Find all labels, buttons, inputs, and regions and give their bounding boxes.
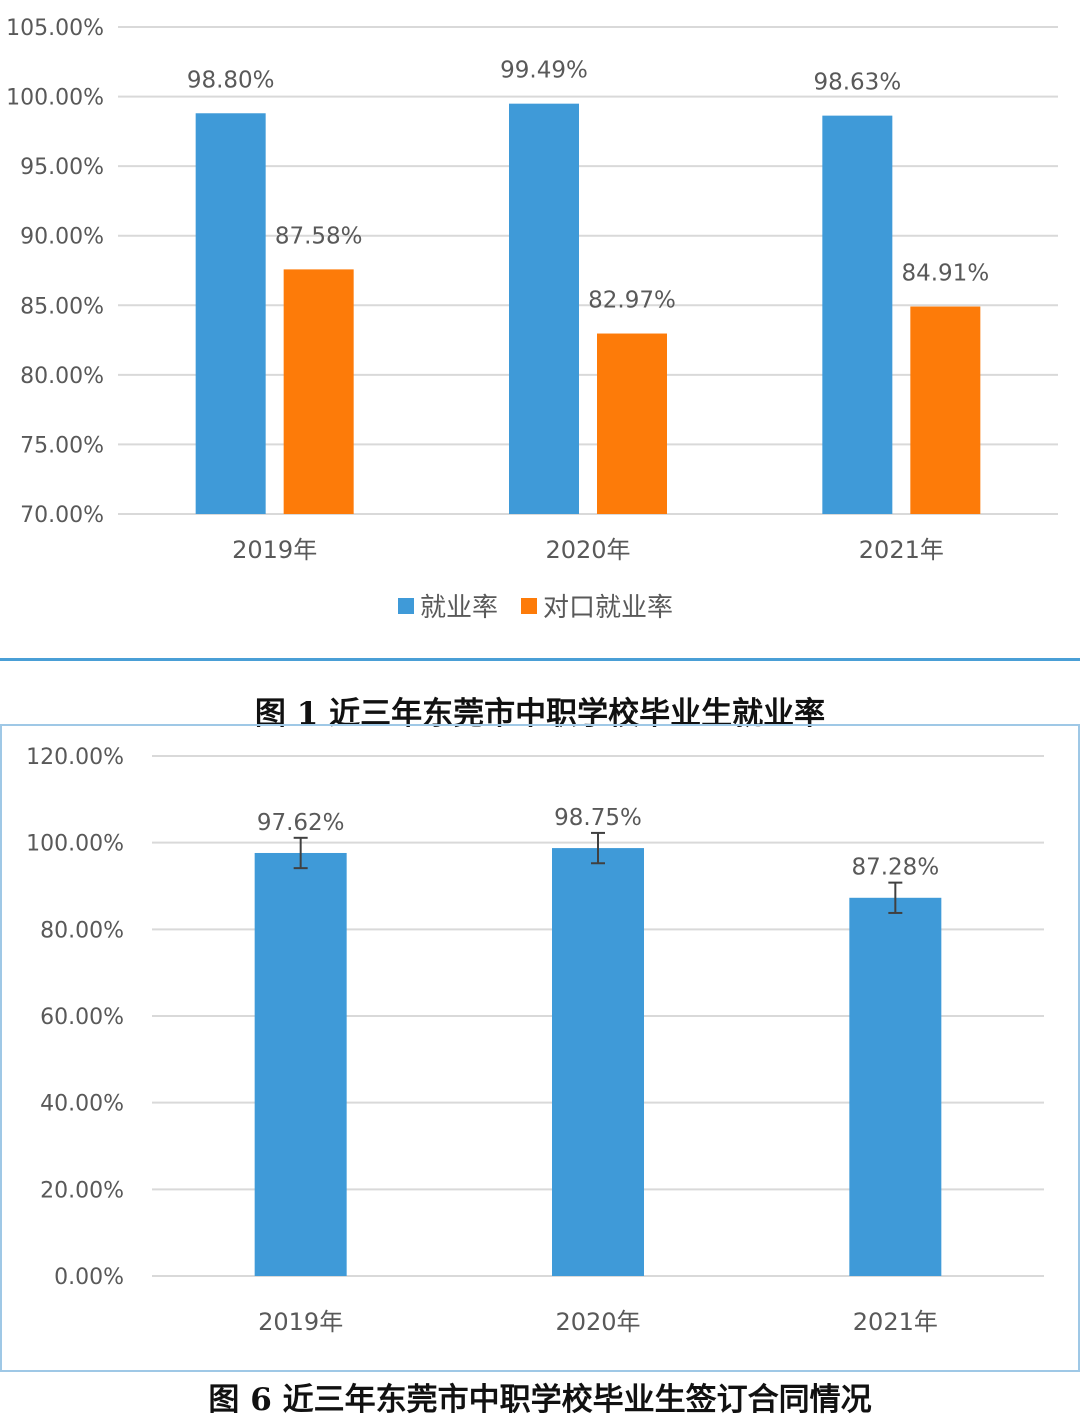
y-tick-label: 100.00%	[26, 832, 124, 857]
figure-6-caption: 图 6 近三年东莞市中职学校毕业生签订合同情况	[208, 1382, 872, 1418]
chart-divider	[0, 658, 1080, 661]
contract-chart-frame	[0, 724, 1080, 1372]
bar-matched	[283, 269, 354, 514]
x-tick-label: 2019年	[232, 536, 317, 564]
bar-matched	[910, 306, 981, 514]
employment-rate-chart: 70.00% 75.00% 80.00% 85.00% 90.00% 95.00% 100.…	[0, 0, 1080, 660]
bar-matched	[597, 333, 667, 514]
data-label: 87.28%	[851, 855, 939, 881]
data-label: 84.91%	[901, 261, 989, 287]
y-tick-label: 60.00%	[40, 1005, 124, 1030]
y-tick-label: 40.00%	[40, 1092, 124, 1117]
contract-signing-chart-svg: 0.00% 20.00% 40.00% 60.00% 80.00% 100.00% 120.…	[26, 745, 1044, 1336]
legend-swatch	[521, 598, 537, 614]
data-label: 98.80%	[187, 67, 275, 93]
y-tick-label: 20.00%	[40, 1178, 124, 1203]
legend-label: 就业率	[420, 593, 498, 623]
y-tick-label: 95.00%	[20, 155, 104, 180]
bar-employment	[509, 103, 579, 514]
data-label: 98.63%	[813, 70, 901, 96]
figure-1-caption: 图 1 近三年东莞市中职学校毕业生就业率	[254, 696, 826, 732]
bar-contract	[254, 852, 347, 1276]
contract-signing-chart: 0.00% 20.00% 40.00% 60.00% 80.00% 100.00% 120.…	[0, 724, 1080, 1370]
x-tick-label: 2021年	[859, 536, 944, 564]
y-tick-label: 70.00%	[20, 503, 104, 528]
y-tick-label: 80.00%	[40, 918, 124, 943]
y-tick-label: 90.00%	[20, 225, 104, 250]
data-label: 98.75%	[554, 805, 642, 831]
y-tick-label: 75.00%	[20, 433, 104, 458]
legend-label: 对口就业率	[543, 593, 673, 623]
y-tick-label: 80.00%	[20, 364, 104, 389]
bar-employment	[822, 115, 893, 514]
y-tick-label: 85.00%	[20, 294, 104, 319]
bar-contract	[849, 897, 942, 1276]
employment-rate-chart-svg: 70.00% 75.00% 80.00% 85.00% 90.00% 95.00% 100.…	[6, 16, 1058, 623]
data-label: 99.49%	[500, 58, 588, 84]
x-tick-label: 2020年	[545, 536, 630, 564]
y-tick-label: 0.00%	[54, 1265, 124, 1290]
x-tick-label: 2021年	[853, 1308, 938, 1336]
x-tick-label: 2019年	[258, 1308, 343, 1336]
y-tick-label: 100.00%	[6, 86, 104, 111]
bar-contract	[552, 848, 644, 1276]
x-tick-label: 2020年	[555, 1308, 640, 1336]
y-tick-label: 120.00%	[26, 745, 124, 770]
data-label: 97.62%	[257, 810, 345, 836]
legend-swatch	[398, 598, 414, 614]
y-tick-label: 105.00%	[6, 16, 104, 41]
bar-employment	[195, 113, 266, 515]
data-label: 87.58%	[275, 223, 363, 249]
data-label: 82.97%	[588, 288, 676, 314]
